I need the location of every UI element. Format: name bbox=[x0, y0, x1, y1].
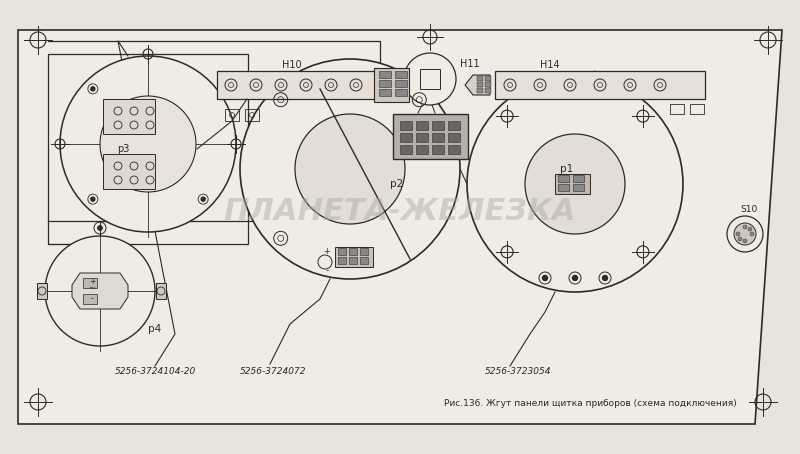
Text: 5256-3723054: 5256-3723054 bbox=[485, 367, 551, 376]
Bar bbox=[395, 89, 407, 96]
Text: +: + bbox=[89, 276, 95, 286]
Polygon shape bbox=[83, 294, 97, 304]
Bar bbox=[379, 89, 391, 96]
Bar bbox=[335, 247, 373, 267]
Bar bbox=[103, 154, 155, 189]
Polygon shape bbox=[83, 278, 97, 288]
Text: р1: р1 bbox=[560, 164, 574, 174]
Bar bbox=[485, 82, 491, 87]
Bar bbox=[495, 71, 705, 99]
Circle shape bbox=[748, 227, 752, 231]
Text: ПЛАНЕТА-ЖЕЛЕЗКА: ПЛАНЕТА-ЖЕЛЕЗКА bbox=[224, 197, 576, 227]
Text: +: + bbox=[323, 247, 330, 256]
Bar bbox=[573, 184, 584, 191]
Bar bbox=[420, 69, 440, 89]
Circle shape bbox=[45, 236, 155, 346]
Bar bbox=[555, 174, 590, 194]
Bar bbox=[400, 133, 412, 142]
Circle shape bbox=[573, 276, 578, 281]
Text: 5256-3724104-20: 5256-3724104-20 bbox=[114, 367, 196, 376]
Circle shape bbox=[295, 114, 405, 224]
Text: -: - bbox=[326, 266, 329, 276]
Bar bbox=[393, 114, 468, 159]
Bar bbox=[485, 88, 491, 93]
Circle shape bbox=[98, 226, 102, 231]
Circle shape bbox=[240, 59, 460, 279]
Bar bbox=[416, 133, 428, 142]
Text: ~: ~ bbox=[89, 285, 95, 293]
Bar bbox=[395, 71, 407, 78]
Bar bbox=[103, 99, 155, 134]
Circle shape bbox=[602, 276, 607, 281]
Circle shape bbox=[91, 197, 95, 201]
Circle shape bbox=[100, 96, 196, 192]
Bar bbox=[477, 76, 483, 81]
Bar bbox=[225, 109, 239, 121]
Circle shape bbox=[60, 56, 236, 232]
Text: р3: р3 bbox=[117, 144, 129, 154]
Bar bbox=[432, 145, 444, 154]
Bar bbox=[416, 121, 428, 130]
Bar bbox=[477, 82, 483, 87]
Bar bbox=[485, 76, 491, 81]
Bar bbox=[217, 71, 379, 99]
Bar bbox=[400, 121, 412, 130]
Circle shape bbox=[743, 225, 747, 229]
Circle shape bbox=[91, 87, 95, 91]
Bar bbox=[395, 80, 407, 87]
Circle shape bbox=[201, 197, 205, 201]
Bar bbox=[670, 104, 684, 114]
Text: Н11: Н11 bbox=[460, 59, 480, 69]
Bar bbox=[349, 248, 357, 255]
Bar bbox=[360, 257, 368, 264]
Text: Н10: Н10 bbox=[282, 60, 302, 70]
Circle shape bbox=[738, 237, 742, 241]
Text: S10: S10 bbox=[740, 206, 758, 214]
Circle shape bbox=[734, 223, 756, 245]
Bar bbox=[448, 121, 460, 130]
Bar bbox=[338, 257, 346, 264]
Bar bbox=[37, 283, 47, 299]
Circle shape bbox=[318, 255, 332, 269]
Text: -: - bbox=[90, 295, 94, 304]
Bar bbox=[477, 88, 483, 93]
Text: 5256-3724072: 5256-3724072 bbox=[240, 367, 306, 376]
Circle shape bbox=[467, 76, 683, 292]
Bar bbox=[432, 133, 444, 142]
Text: р2: р2 bbox=[390, 179, 403, 189]
Bar bbox=[379, 71, 391, 78]
Bar bbox=[690, 104, 704, 114]
Circle shape bbox=[743, 239, 747, 243]
Circle shape bbox=[525, 134, 625, 234]
Bar bbox=[448, 145, 460, 154]
Bar bbox=[156, 283, 166, 299]
Bar bbox=[379, 80, 391, 87]
Circle shape bbox=[750, 232, 754, 236]
Text: Рис.136. Жгут панели щитка приборов (схема подключения): Рис.136. Жгут панели щитка приборов (схе… bbox=[444, 400, 736, 409]
Bar bbox=[432, 121, 444, 130]
Bar bbox=[245, 109, 259, 121]
Bar bbox=[48, 54, 248, 244]
Circle shape bbox=[727, 216, 763, 252]
Bar bbox=[338, 248, 346, 255]
Text: Н14: Н14 bbox=[540, 60, 560, 70]
Text: р4: р4 bbox=[148, 324, 162, 334]
Circle shape bbox=[542, 276, 547, 281]
Bar bbox=[573, 175, 584, 182]
Circle shape bbox=[404, 53, 456, 105]
Bar bbox=[400, 145, 412, 154]
Polygon shape bbox=[18, 30, 782, 424]
Bar bbox=[374, 68, 409, 102]
Polygon shape bbox=[72, 273, 128, 309]
Circle shape bbox=[736, 232, 740, 236]
Bar bbox=[558, 184, 569, 191]
Bar bbox=[360, 248, 368, 255]
Bar bbox=[416, 145, 428, 154]
Bar bbox=[558, 175, 569, 182]
Polygon shape bbox=[465, 75, 490, 95]
Bar bbox=[349, 257, 357, 264]
Bar bbox=[448, 133, 460, 142]
